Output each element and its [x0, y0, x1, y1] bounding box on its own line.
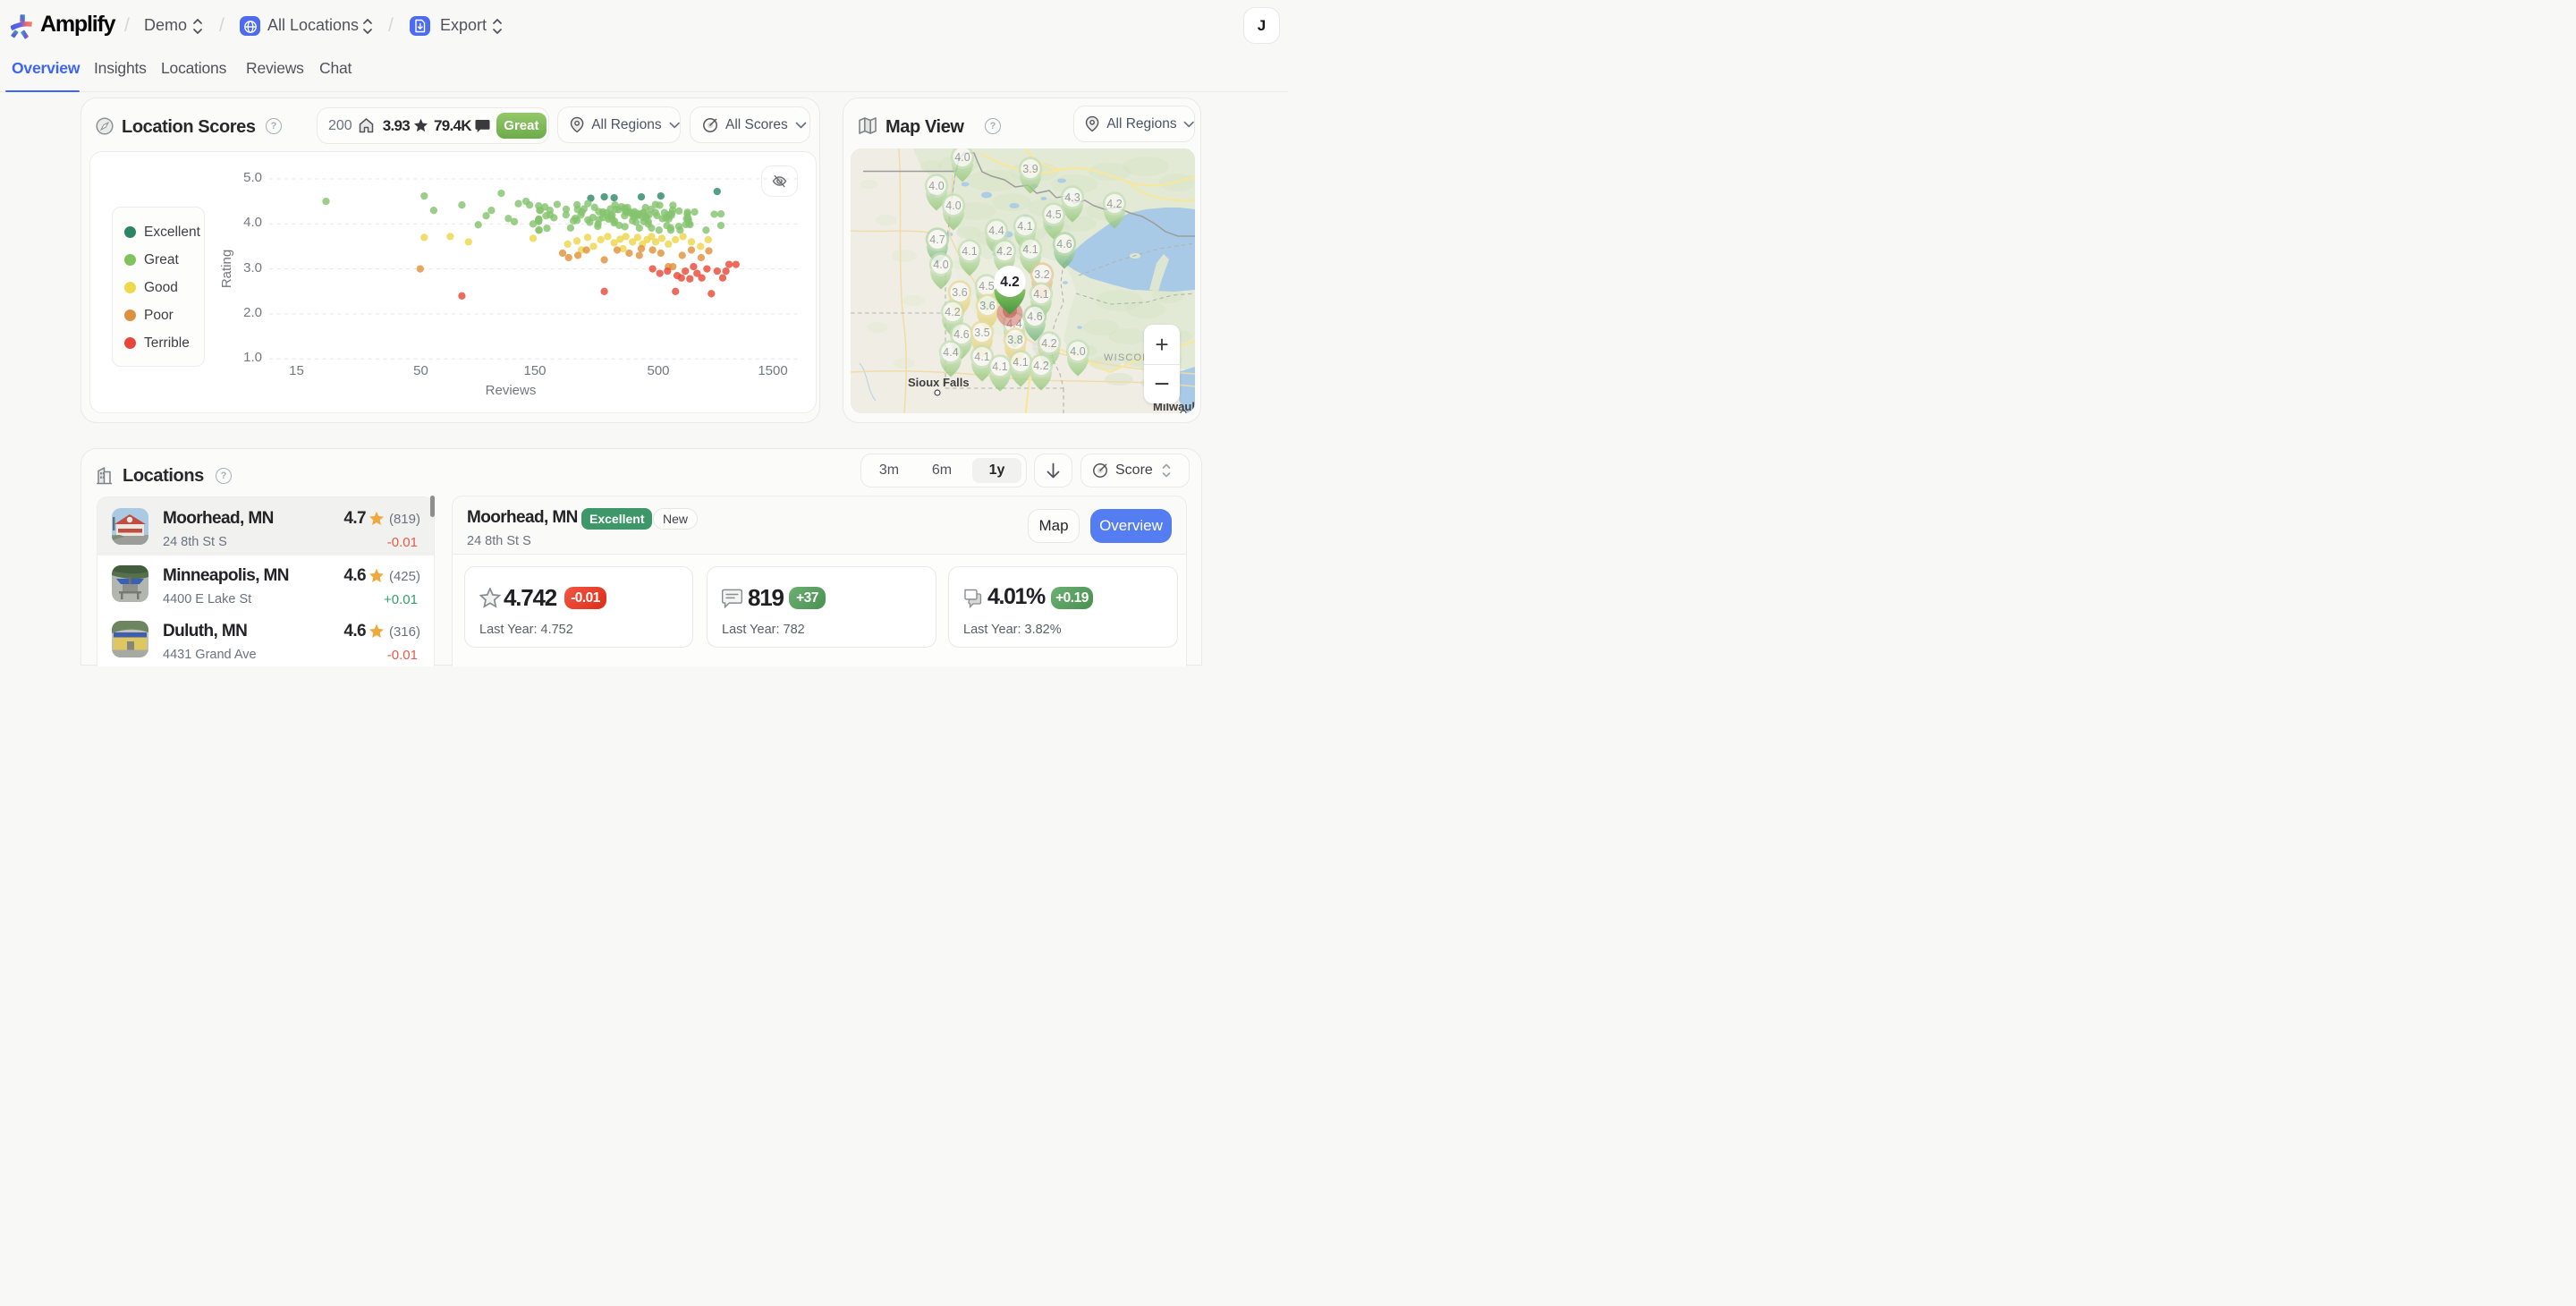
svg-text:4.6: 4.6: [953, 328, 969, 341]
svg-text:4.7: 4.7: [929, 233, 945, 246]
svg-text:4.1: 4.1: [1022, 243, 1038, 256]
svg-text:3.9: 3.9: [1022, 163, 1038, 175]
svg-text:4.2: 4.2: [1041, 337, 1056, 350]
svg-text:4.0: 4.0: [945, 199, 961, 212]
svg-text:4.4: 4.4: [1006, 318, 1021, 330]
svg-text:4.2: 4.2: [1000, 275, 1020, 290]
svg-text:4.4: 4.4: [988, 225, 1004, 237]
svg-text:4.2: 4.2: [945, 306, 960, 318]
svg-text:4.2: 4.2: [996, 245, 1012, 258]
svg-text:4.0: 4.0: [1070, 345, 1085, 358]
svg-text:4.5: 4.5: [1046, 208, 1061, 221]
svg-text:WISCON: WISCON: [1104, 352, 1150, 363]
svg-text:4.0: 4.0: [933, 259, 948, 271]
svg-text:4.1: 4.1: [1017, 220, 1032, 233]
svg-text:4.1: 4.1: [962, 245, 977, 258]
svg-text:Sioux Falls: Sioux Falls: [908, 376, 970, 389]
svg-text:4.6: 4.6: [1056, 238, 1072, 250]
svg-text:4.3: 4.3: [1064, 191, 1080, 204]
svg-text:3.8: 3.8: [1007, 334, 1022, 346]
svg-text:4.6: 4.6: [1027, 310, 1042, 323]
svg-text:4.1: 4.1: [974, 351, 989, 363]
svg-text:4.5: 4.5: [979, 280, 994, 293]
svg-text:4.0: 4.0: [954, 151, 970, 164]
svg-text:4.4: 4.4: [943, 346, 958, 359]
svg-text:4.1: 4.1: [1013, 356, 1028, 369]
svg-text:3.6: 3.6: [952, 286, 967, 299]
svg-text:4.2: 4.2: [1033, 360, 1048, 372]
svg-text:4.1: 4.1: [1033, 288, 1048, 301]
svg-text:4.1: 4.1: [992, 360, 1007, 373]
svg-text:4.0: 4.0: [928, 180, 944, 192]
svg-text:3.2: 3.2: [1034, 268, 1049, 281]
svg-text:3.5: 3.5: [974, 326, 989, 339]
svg-text:3.6: 3.6: [979, 300, 995, 312]
svg-text:4.2: 4.2: [1106, 198, 1122, 210]
